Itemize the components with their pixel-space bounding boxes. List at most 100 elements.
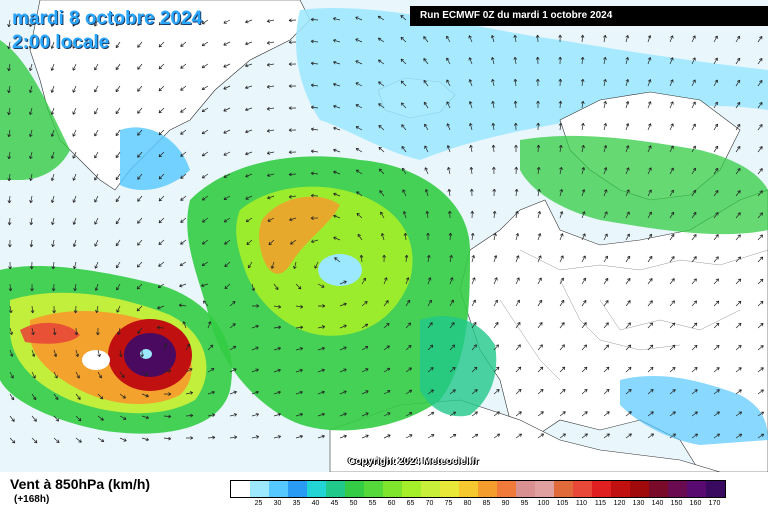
wind-arrow [180,173,187,179]
wind-arrow [378,125,385,131]
wind-arrow [180,19,187,25]
wind-arrow [625,101,630,109]
wind-arrow [735,411,743,417]
wind-arrow [267,217,275,222]
wind-arrow [29,217,34,226]
wind-arrow [50,173,55,181]
wind-arrow [158,41,165,48]
wind-arrow [72,129,77,137]
wind-arrow [333,148,341,153]
wind-arrow [245,173,253,178]
wind-arrow [7,85,11,94]
wind-arrow [333,104,341,109]
wind-arrow [317,346,325,351]
wind-arrow [361,346,369,351]
wind-arrow [691,211,697,219]
legend-swatch [573,481,592,497]
wind-arrow [72,151,77,159]
wind-arrow [355,169,363,175]
wind-arrow [339,346,347,351]
wind-arrow [273,412,281,417]
wind-arrow [757,168,763,175]
wind-arrow [273,390,281,395]
wind-arrow [179,261,187,267]
wind-arrow [266,173,275,177]
wind-arrow [669,189,674,197]
wind-arrow [97,415,104,421]
wind-arrow [515,277,520,285]
wind-arrow [115,195,121,203]
wind-arrow [449,344,456,351]
wind-arrow [247,261,253,269]
wind-arrow [383,367,391,373]
wind-arrow [515,366,522,373]
wind-arrow [75,371,80,379]
wind-arrow [245,63,253,68]
wind-arrow [580,34,585,43]
wind-arrow [757,367,764,373]
wind-arrow [735,300,742,307]
wind-arrow [311,239,319,244]
wind-arrow [50,63,55,71]
wind-arrow [647,35,652,43]
wind-arrow [424,123,429,131]
wind-arrow [95,327,100,336]
wind-arrow [158,261,165,267]
wind-arrow [94,85,99,93]
wind-arrow [201,283,209,288]
wind-arrow [229,368,237,373]
wind-arrow [270,261,275,269]
legend-label: 85 [482,500,491,507]
legend-swatch [402,481,421,497]
wind-arrow [141,393,149,398]
wind-arrow [757,256,764,263]
wind-arrow [446,79,451,87]
legend-label: 35 [292,500,301,507]
legend-label: 150 [670,500,683,507]
wind-arrow [403,232,408,241]
wind-arrow [72,63,77,71]
wind-arrow [73,283,77,292]
wind-arrow [251,435,260,439]
wind-arrow [245,19,253,24]
wind-arrow [625,79,630,87]
wind-arrow [97,371,102,379]
legend-swatch [611,481,630,497]
wind-arrow [537,366,544,373]
wind-arrow [581,411,588,417]
wind-arrow [273,435,282,439]
wind-arrow [581,211,586,219]
wind-arrow [713,57,718,65]
wind-arrow [30,283,34,292]
wind-arrow [50,41,55,49]
wind-arrow [73,261,77,270]
wind-arrow [581,122,585,131]
wind-arrow [273,283,279,291]
wind-arrow [267,195,275,200]
wind-arrow [31,349,36,357]
wind-arrow [647,145,652,153]
wind-arrow [333,126,341,131]
country-borders [499,249,768,381]
legend-swatch [649,481,668,497]
wind-arrow [402,211,407,219]
wind-arrow [180,85,187,91]
wind-arrow [201,129,209,135]
wind-arrow [491,100,495,109]
wind-arrow [513,122,518,131]
wind-arrow [317,390,325,395]
wind-arrow [378,146,385,153]
legend-label: 45 [330,500,339,507]
wind-arrow [537,322,543,329]
wind-arrow [603,433,610,439]
wind-arrow [72,173,77,181]
wind-arrow [339,434,347,439]
wind-arrow [223,85,231,90]
wind-arrow [581,189,586,197]
wind-arrow [427,344,434,351]
wind-arrow [470,232,475,241]
wind-arrow [50,19,55,27]
greenland-south-wind [120,127,190,190]
wind-arrow [647,79,652,87]
wind-arrow [603,78,607,87]
